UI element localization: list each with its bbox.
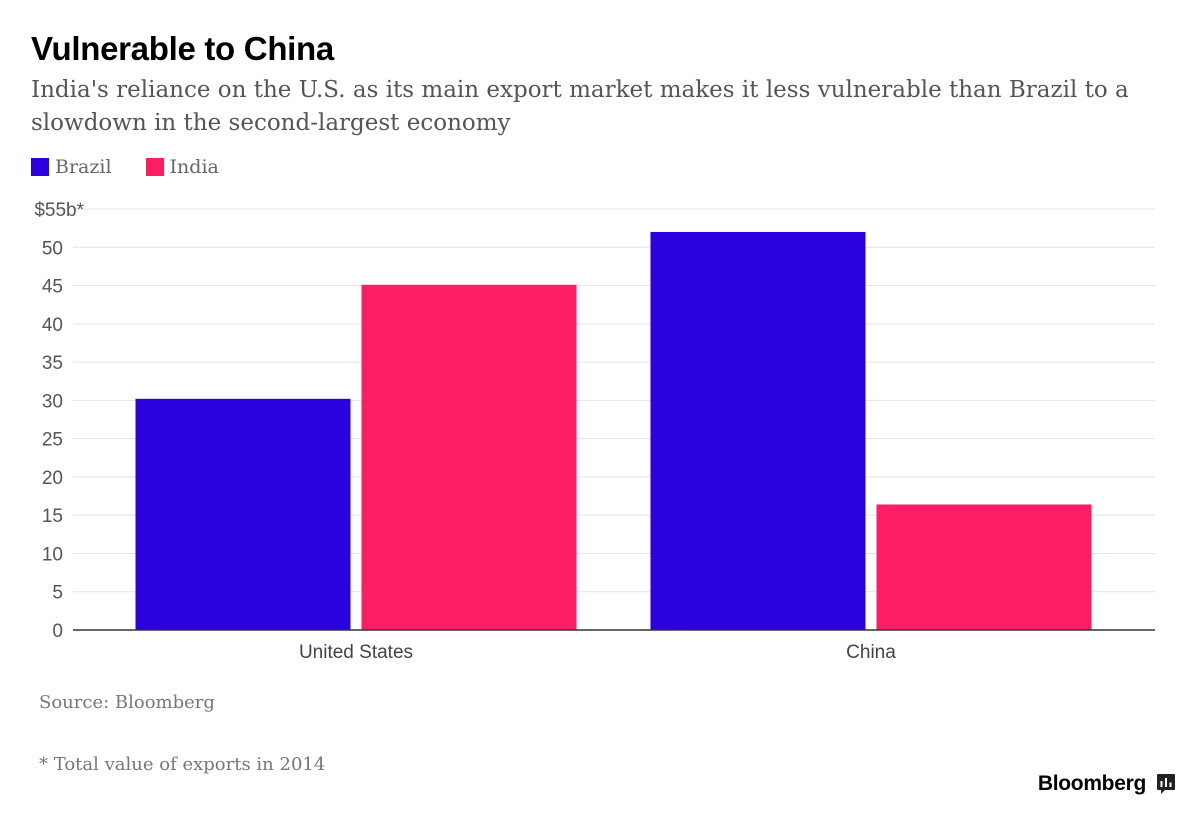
brand-name: Bloomberg <box>1037 772 1146 795</box>
legend-label-india: India <box>169 156 219 178</box>
legend-swatch-india <box>145 158 164 176</box>
bars <box>135 231 1092 631</box>
y-tick-label: 20 <box>42 468 63 489</box>
bar-india-china <box>876 504 1092 630</box>
bar-brazil-united-states <box>135 398 351 630</box>
legend-label-brazil: Brazil <box>55 156 112 178</box>
legend-swatch-brazil <box>31 158 49 176</box>
y-tick-label: 15 <box>42 506 63 527</box>
source-note: Source: Bloomberg <box>39 692 215 713</box>
y-tick-label: $55b* <box>34 200 84 221</box>
bar-chart: 0 5 10 15 20 25 30 35 40 45 50 $55b* United States Ch… <box>34 200 1155 663</box>
y-tick-label: 45 <box>42 277 63 298</box>
axes: 0 5 10 15 20 25 30 35 40 45 50 $55b* United States Ch… <box>34 200 1155 663</box>
x-category-label: China <box>846 642 896 663</box>
y-tick-label: 25 <box>42 430 63 451</box>
legend: Brazil India <box>31 156 253 178</box>
footnote: * Total value of exports in 2014 <box>39 754 326 775</box>
bar-brazil-china <box>650 231 866 631</box>
y-tick-label: 50 <box>42 238 63 259</box>
chart-title: Vulnerable to China <box>31 30 334 67</box>
legend-item-india: India <box>145 156 219 178</box>
x-category-label: United States <box>299 642 413 663</box>
bar-india-united-states <box>361 284 577 630</box>
y-tick-label: 35 <box>42 353 63 374</box>
chart-subtitle: India's reliance on the U.S. as its main… <box>31 77 1129 136</box>
y-tick-label: 40 <box>42 315 63 336</box>
legend-item-brazil: Brazil <box>31 156 112 178</box>
y-tick-label: 30 <box>42 391 63 412</box>
y-tick-label: 10 <box>42 544 63 565</box>
bloomberg-terminal-icon <box>1156 773 1176 795</box>
brand-logo: Bloomberg <box>1038 772 1176 796</box>
y-tick-label: 0 <box>52 621 63 642</box>
y-tick-label: 5 <box>52 583 63 604</box>
